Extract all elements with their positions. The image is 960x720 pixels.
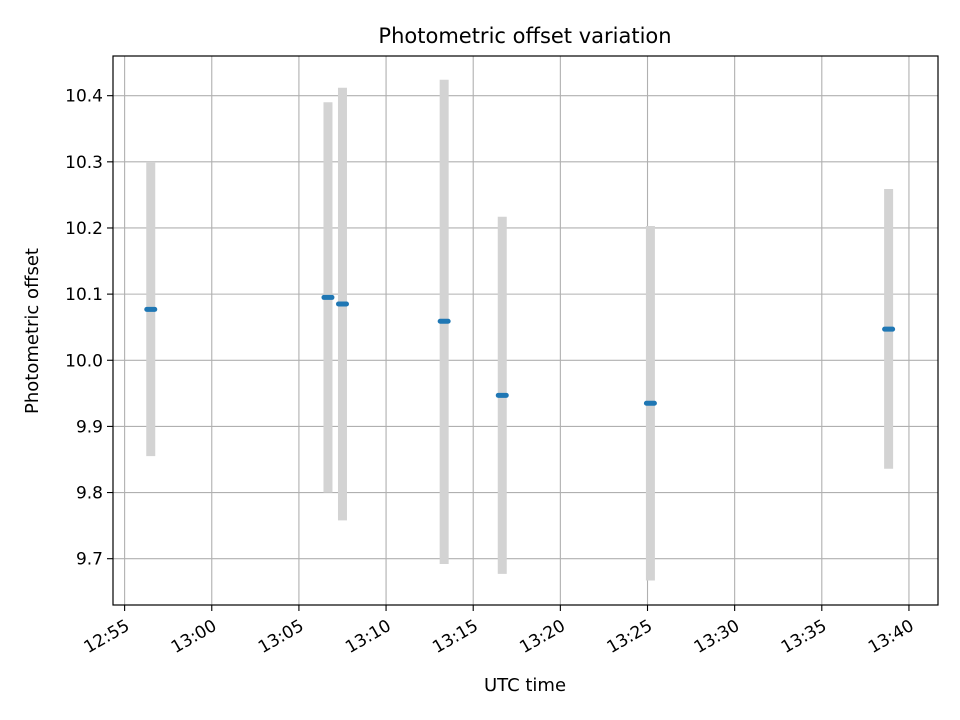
- plot-area-frame: [112, 55, 939, 606]
- data-points: [144, 294, 896, 406]
- y-tick-label: 10.4: [65, 87, 103, 107]
- chart-title: Photometric offset variation: [378, 24, 671, 48]
- grid: [113, 56, 938, 605]
- y-axis-ticks: 9.7 9.8 9.9 10.0 10.1 10.2 10.3 10.4: [65, 87, 113, 570]
- y-tick-label: 9.7: [76, 550, 103, 570]
- y-tick-label: 10.3: [65, 153, 103, 173]
- y-tick-label: 9.8: [76, 484, 103, 504]
- y-axis-title: Photometric offset: [22, 248, 43, 414]
- y-tick-label: 10.1: [65, 285, 103, 305]
- y-tick-label: 10.0: [65, 351, 103, 371]
- x-axis-title: UTC time: [484, 675, 566, 696]
- y-tick-label: 9.9: [76, 417, 103, 437]
- y-tick-label: 10.2: [65, 219, 103, 239]
